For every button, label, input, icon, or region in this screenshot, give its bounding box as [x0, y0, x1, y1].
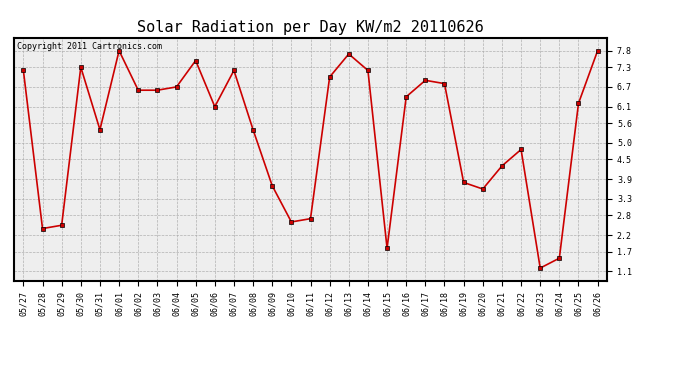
Title: Solar Radiation per Day KW/m2 20110626: Solar Radiation per Day KW/m2 20110626 [137, 20, 484, 35]
Text: Copyright 2011 Cartronics.com: Copyright 2011 Cartronics.com [17, 42, 161, 51]
